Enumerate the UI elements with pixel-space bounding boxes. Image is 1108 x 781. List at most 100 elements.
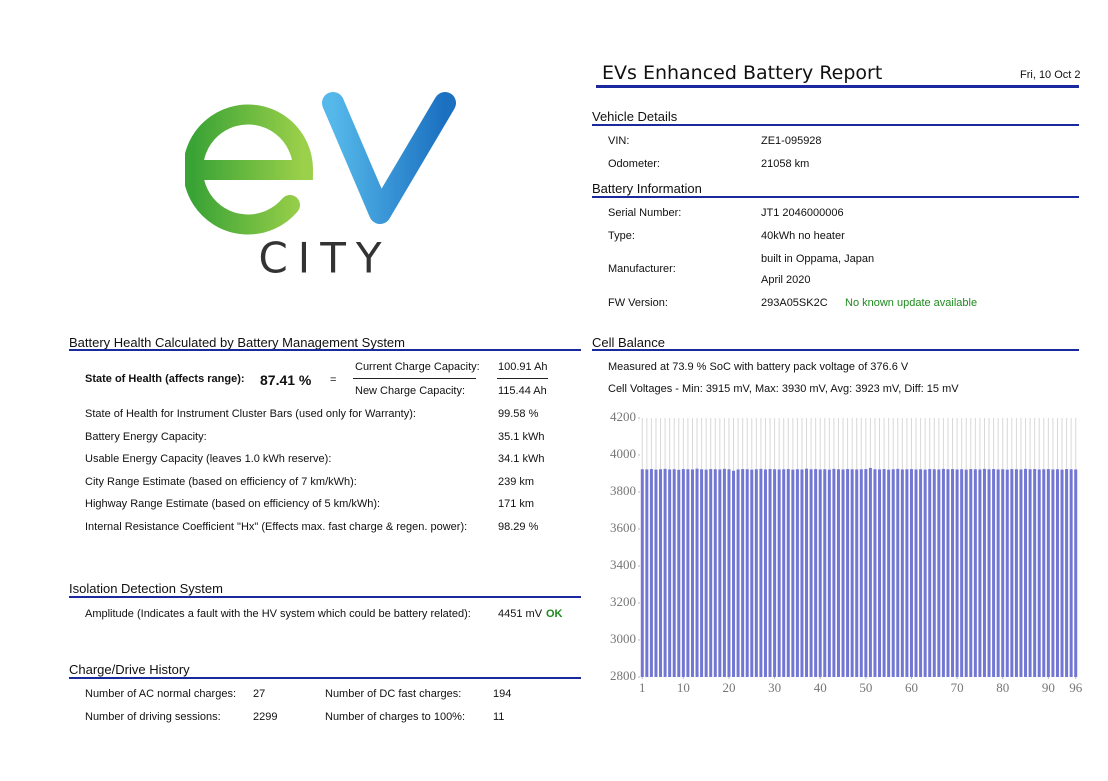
- x-tick-label: 10: [677, 680, 690, 695]
- bar: [964, 469, 968, 677]
- bar: [946, 469, 950, 677]
- y-tick-label: 4200: [610, 409, 636, 424]
- label: Amplitude (Indicates a fault with the HV…: [85, 608, 471, 620]
- bar: [878, 469, 882, 677]
- bar: [668, 469, 672, 677]
- x-tick-label: 60: [905, 680, 918, 695]
- bar: [1005, 469, 1009, 677]
- value: built in Oppama, Japan: [761, 253, 875, 265]
- value: 239 km: [498, 475, 535, 488]
- value: 87.41 %: [260, 372, 312, 388]
- label: Usable Energy Capacity (leaves 1.0 kWh r…: [85, 453, 332, 466]
- section-title: Battery Health Calculated by Battery Man…: [69, 335, 405, 350]
- rule: [69, 596, 581, 598]
- bar: [791, 469, 795, 677]
- bar: [955, 469, 959, 677]
- bar: [763, 469, 767, 677]
- bar: [873, 469, 877, 677]
- rule: [592, 124, 1079, 126]
- y-tick-label: 3400: [610, 557, 636, 572]
- value: ZE1-095928: [761, 135, 822, 147]
- fraction-line: [497, 378, 548, 379]
- bar: [932, 469, 936, 677]
- bar: [718, 469, 722, 677]
- bar: [923, 469, 927, 677]
- bar: [677, 469, 681, 677]
- bar: [1010, 469, 1014, 677]
- bar: [937, 469, 941, 677]
- value: JT1 2046000006: [761, 207, 844, 219]
- equals: =: [330, 374, 337, 386]
- bar: [645, 469, 649, 677]
- label: FW Version:: [608, 297, 668, 309]
- bar: [786, 469, 790, 677]
- bar: [846, 469, 850, 677]
- bar: [773, 469, 777, 677]
- label: Current Charge Capacity:: [355, 361, 480, 373]
- section-title: Vehicle Details: [592, 109, 678, 124]
- x-tick-label: 96: [1069, 680, 1083, 695]
- bar: [777, 469, 781, 677]
- rule: [69, 349, 581, 351]
- label: State of Health (affects range):: [85, 373, 245, 385]
- bar: [727, 469, 731, 677]
- bar: [681, 469, 685, 677]
- bar: [713, 469, 717, 677]
- bar: [951, 469, 955, 677]
- value: April 2020: [761, 274, 811, 286]
- bar: [741, 469, 745, 677]
- bar: [982, 468, 986, 677]
- bar: [754, 469, 758, 677]
- bar: [973, 469, 977, 677]
- bar: [1001, 469, 1005, 677]
- bar: [805, 468, 809, 677]
- label: City Range Estimate (based on efficiency…: [85, 475, 357, 488]
- bar: [704, 469, 708, 677]
- logo: CITY: [185, 92, 456, 283]
- value: 4451 mV: [498, 608, 543, 620]
- bar: [859, 469, 863, 677]
- section-title: Isolation Detection System: [69, 581, 223, 596]
- value: 21058 km: [761, 158, 810, 170]
- bar: [987, 469, 991, 677]
- bar: [1051, 469, 1055, 677]
- bar: [1019, 469, 1023, 677]
- label: Internal Resistance Coefficient "Hx" (Ef…: [85, 521, 468, 533]
- bar: [905, 469, 909, 677]
- bar: [896, 468, 900, 677]
- bar: [855, 469, 859, 677]
- rule: [69, 677, 581, 679]
- bar: [841, 469, 845, 677]
- value: 194: [493, 688, 512, 700]
- label: Manufacturer:: [608, 263, 676, 275]
- label: Battery Energy Capacity:: [85, 430, 207, 443]
- section-title: Charge/Drive History: [69, 662, 190, 677]
- note: Cell Voltages - Min: 3915 mV, Max: 3930 …: [608, 383, 959, 395]
- bar: [1060, 469, 1064, 677]
- value: 99.58 %: [498, 408, 539, 420]
- value: 2299: [253, 711, 278, 723]
- value: 115.44 Ah: [498, 385, 547, 397]
- y-tick-label: 3800: [610, 483, 636, 498]
- value: 98.29 %: [498, 521, 539, 533]
- label: Highway Range Estimate (based on efficie…: [85, 498, 381, 511]
- y-tick-label: 3600: [610, 520, 636, 535]
- value: 40kWh no heater: [761, 230, 845, 242]
- bar: [891, 469, 895, 677]
- bar: [996, 469, 1000, 677]
- bar: [914, 469, 918, 677]
- x-tick-label: 80: [996, 680, 1009, 695]
- bar: [1069, 469, 1073, 677]
- status: OK: [546, 608, 563, 620]
- label: State of Health for Instrument Cluster B…: [85, 408, 416, 420]
- bar: [868, 467, 872, 677]
- fraction-line: [353, 378, 476, 379]
- bar: [823, 469, 827, 677]
- bar: [800, 469, 804, 677]
- note: Measured at 73.9 % SoC with battery pack…: [608, 361, 909, 373]
- bar: [827, 469, 831, 677]
- bar: [832, 468, 836, 677]
- bar: [887, 469, 891, 677]
- value: 27: [253, 688, 266, 700]
- y-tick-label: 3200: [610, 594, 636, 609]
